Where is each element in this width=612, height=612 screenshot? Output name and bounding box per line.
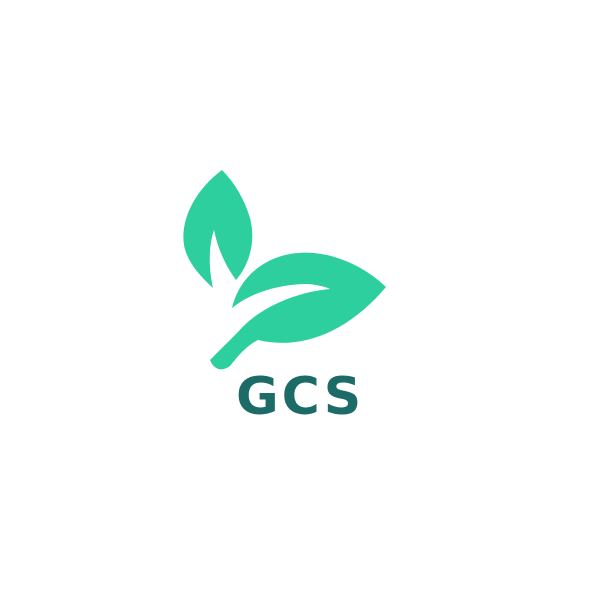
large-leaf-shape [210,252,386,370]
small-leaf-shape [183,170,253,288]
brand-wordmark: GCS [236,367,365,427]
